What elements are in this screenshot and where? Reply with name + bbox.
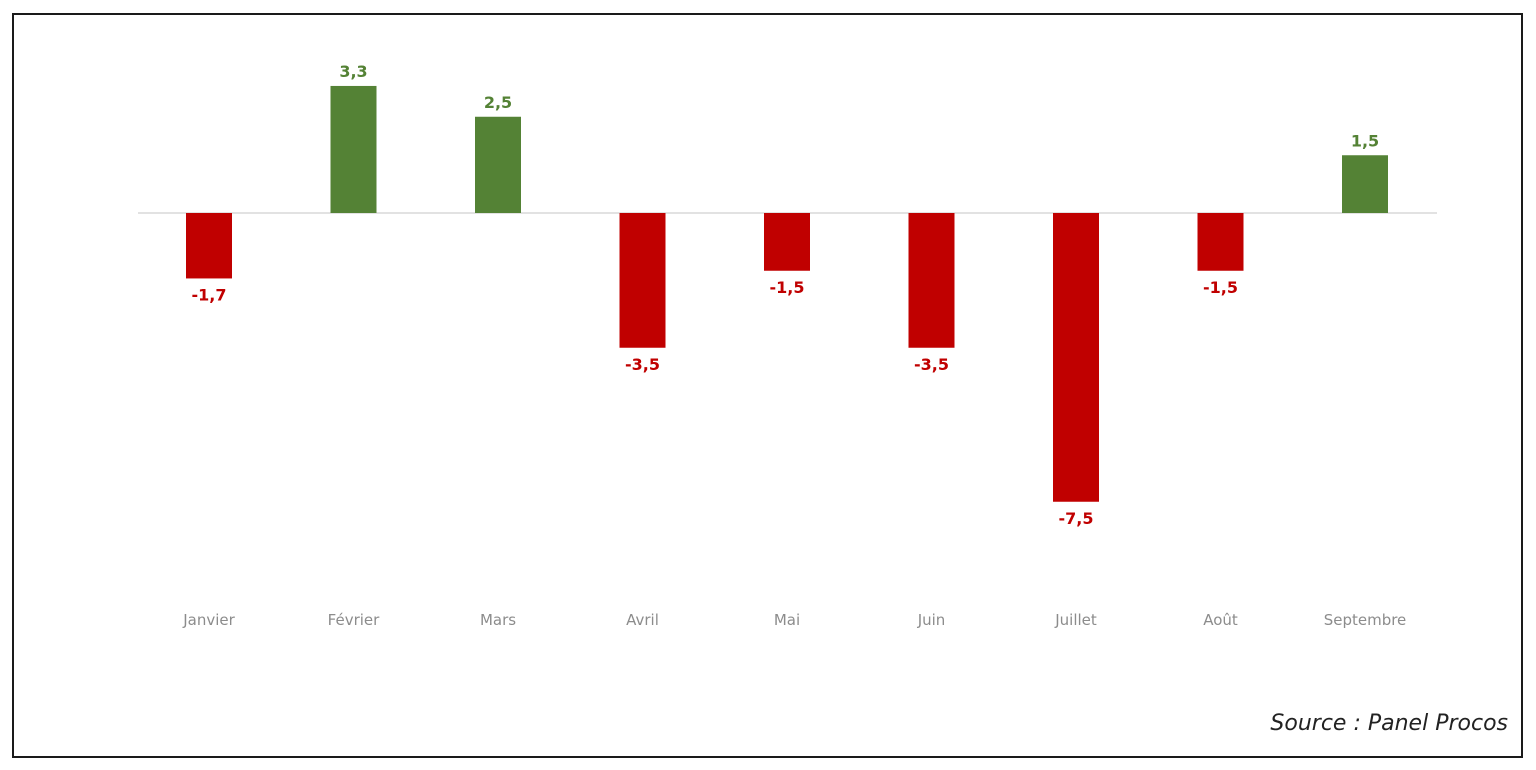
bar-fevrier [330,85,377,213]
category-labels-group: Janvier Février Mars Avril Mai Juin Juillet Aoû… [182,611,1406,629]
bars-group [186,85,1388,502]
value-label-avril: -3,5 [625,355,660,374]
category-label-mai: Mai [774,611,800,629]
source-caption: Source : Panel Procos [1270,711,1508,736]
value-label-juin: -3,5 [914,355,949,374]
bar-mai [764,213,810,271]
category-label-janvier: Janvier [182,611,235,629]
category-label-juillet: Juillet [1054,611,1097,629]
value-label-juillet: -7,5 [1059,509,1094,528]
value-label-septembre: 1,5 [1351,131,1379,150]
bar-septembre [1342,155,1388,213]
value-label-aout: -1,5 [1203,278,1238,297]
value-label-mai: -1,5 [770,278,805,297]
category-label-fevrier: Février [328,611,380,629]
category-label-septembre: Septembre [1324,611,1407,629]
bar-juin [908,213,955,348]
chart-frame [12,13,1523,758]
value-label-janvier: -1,7 [192,285,227,304]
bar-mars [475,116,521,213]
bar-janvier [186,213,232,279]
value-labels-group: -1,7 3,3 2,5 -3,5 -1,5 -3,5 -7,5 -1,5 1,5 [192,62,1380,528]
category-label-avril: Avril [626,611,659,629]
value-label-mars: 2,5 [484,93,512,112]
category-label-mars: Mars [480,611,516,629]
category-label-aout: Août [1203,611,1238,629]
bar-aout [1197,213,1244,271]
bar-juillet [1053,213,1099,502]
category-label-juin: Juin [917,611,946,629]
bar-avril [619,213,666,348]
value-label-fevrier: 3,3 [339,62,367,81]
